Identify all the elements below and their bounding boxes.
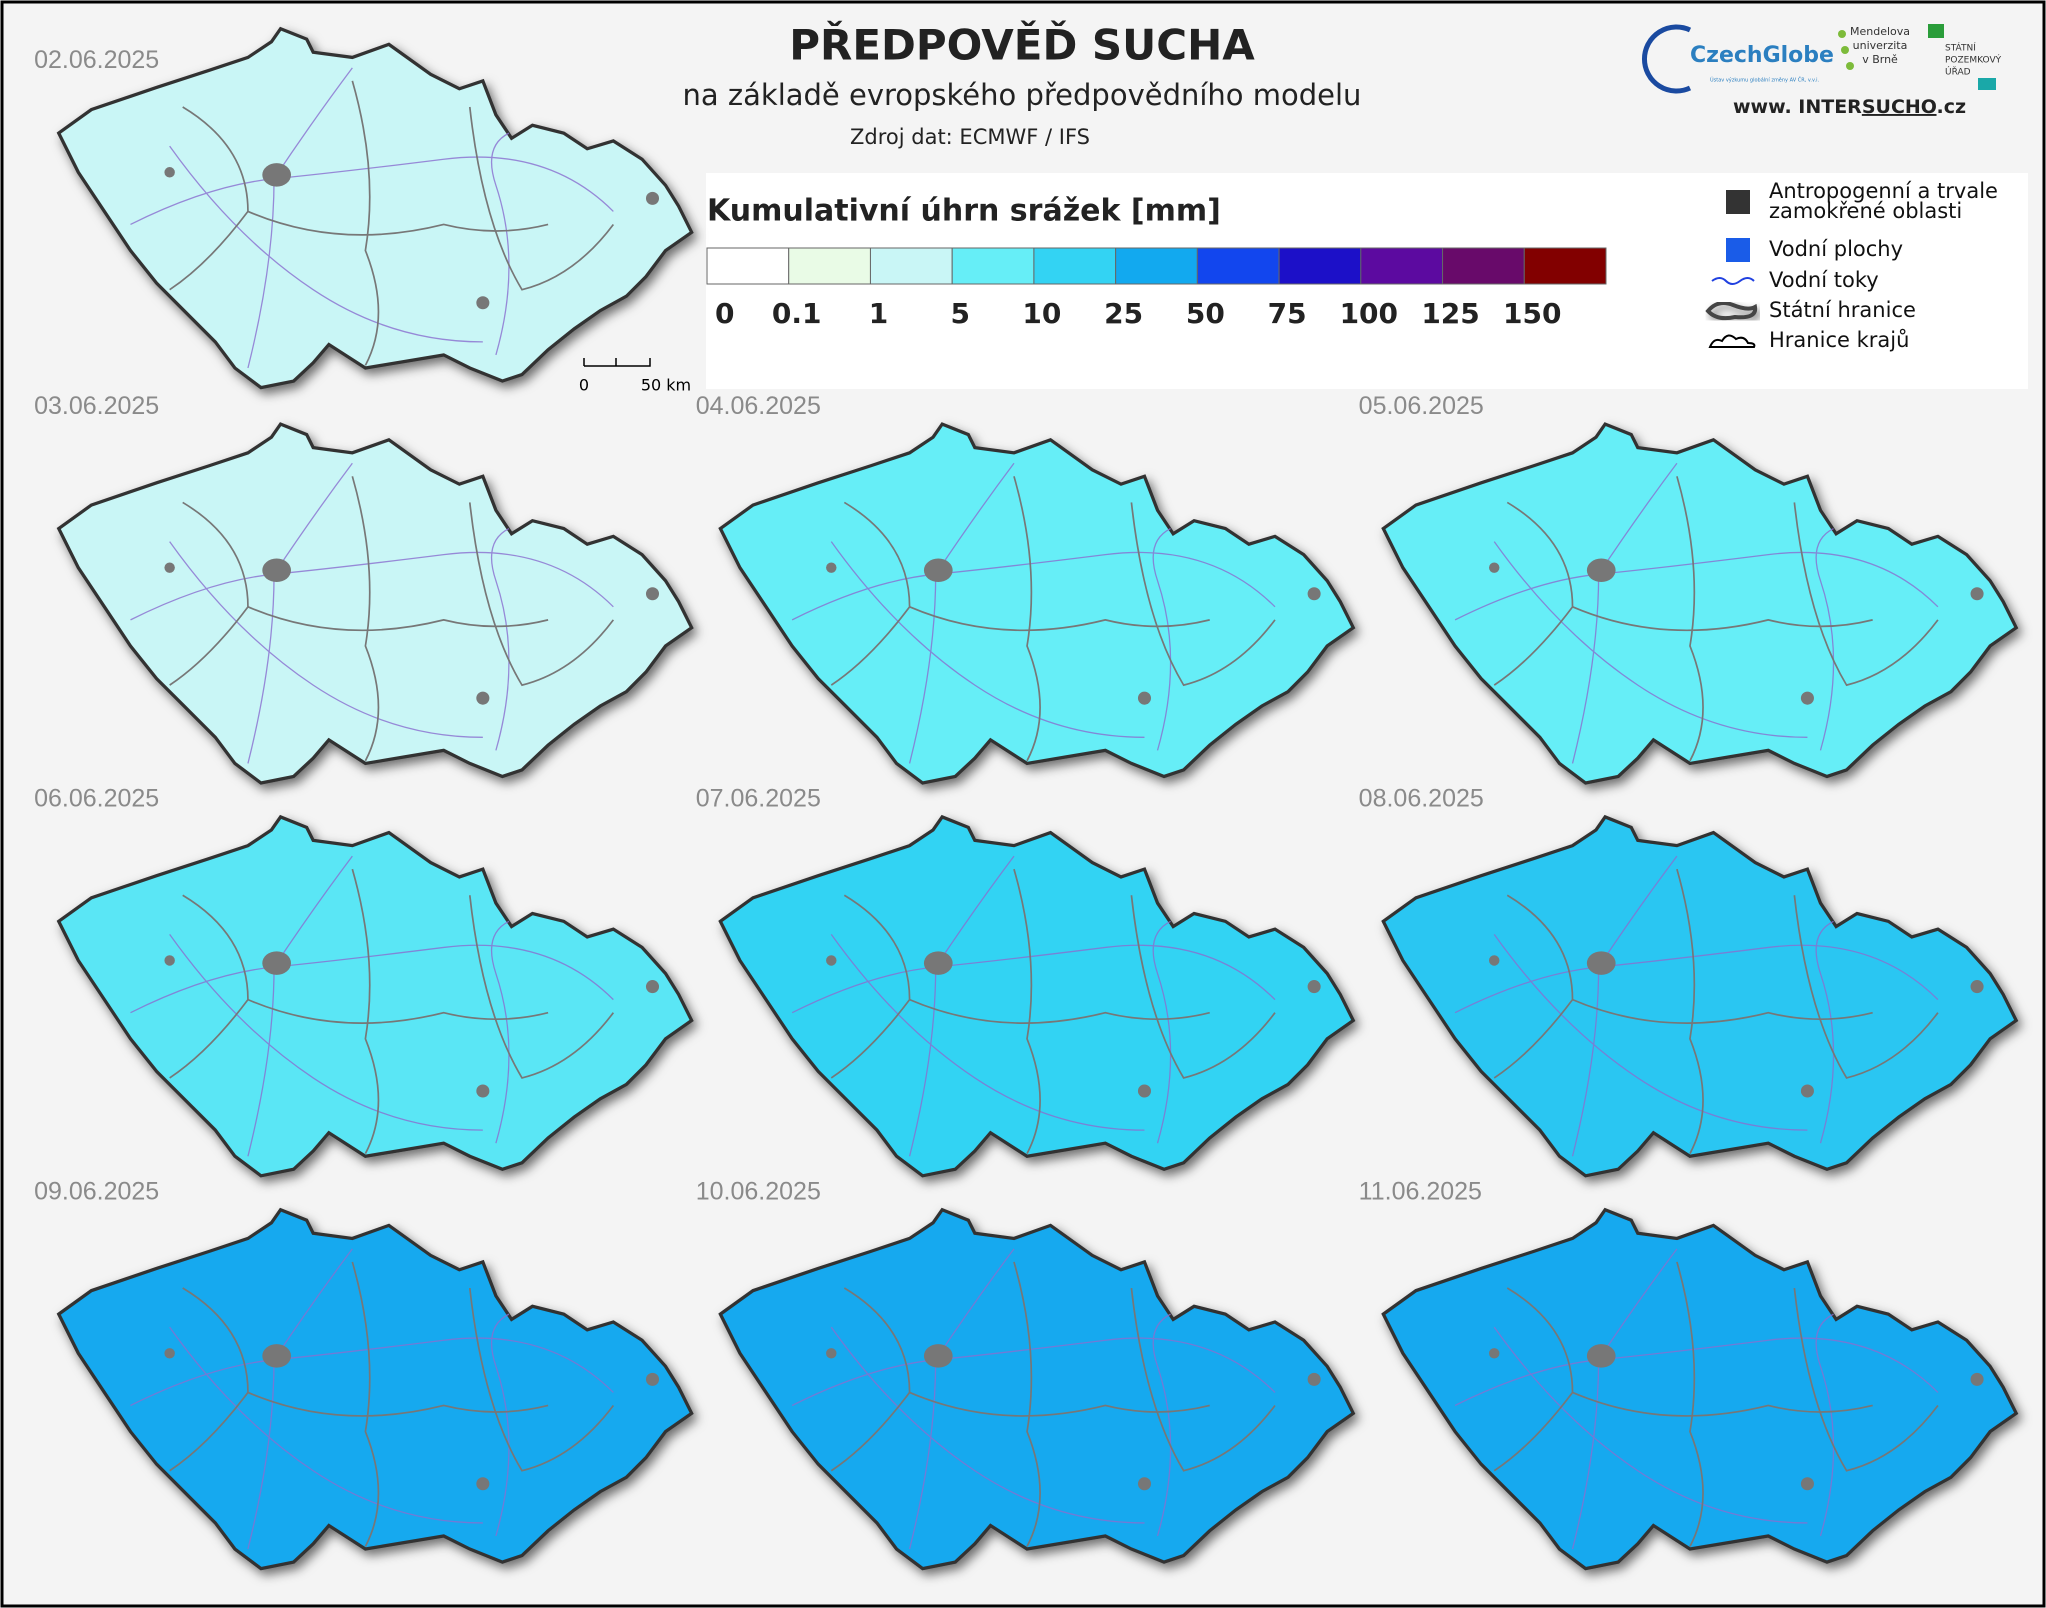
subtitle: na základě evropského předpovědního mode… — [683, 78, 1362, 112]
scale-swatch — [1196, 247, 1280, 285]
logo-dot — [1846, 62, 1854, 70]
logo-spu: ÚŘAD — [1945, 66, 1971, 78]
legend-label: zamokřené oblasti — [1769, 199, 1962, 223]
title: PŘEDPOVĚĎ SUCHA — [789, 20, 1255, 70]
map-panel: 09.06.2025 — [34, 1177, 692, 1568]
legend-symbol — [1705, 301, 1758, 321]
logo-czechglobe-sub: Ústav výzkumu globální změny AV ČR, v.v.… — [1710, 77, 1820, 84]
scale-bar: 0 50 km — [579, 358, 691, 395]
logo-mendelu: v Brně — [1862, 53, 1898, 66]
scale-swatch — [706, 247, 790, 285]
map-date: 02.06.2025 — [34, 46, 159, 74]
logo-spu-mark — [1928, 24, 1944, 38]
map-date: 04.06.2025 — [696, 392, 821, 420]
legend-label: Antropogenní a trvale — [1769, 179, 1998, 203]
legend-symbol — [1711, 277, 1755, 285]
map-date: 05.06.2025 — [1359, 392, 1484, 420]
scale-swatch — [1360, 247, 1444, 285]
scale-tick-label: 50 — [1186, 297, 1225, 330]
logo-dot — [1838, 30, 1846, 38]
logo-spu: POZEMKOVÝ — [1945, 54, 2002, 66]
map-date: 03.06.2025 — [34, 392, 159, 420]
scale-km: 50 km — [641, 376, 691, 395]
scale-tick-label: 0.1 — [772, 297, 822, 330]
legend-label: Státní hranice — [1769, 298, 1916, 322]
map-panel: 03.06.2025 — [34, 392, 692, 783]
legend-title: Kumulativní úhrn srážek [mm] — [707, 194, 1221, 229]
logo-mendelu: univerzita — [1853, 39, 1908, 52]
scale-swatch — [869, 247, 953, 285]
map-date: 08.06.2025 — [1359, 785, 1484, 813]
source: Zdroj dat: ECMWF / IFS — [850, 125, 1090, 149]
map-date: 07.06.2025 — [696, 785, 821, 813]
legend-symbol — [1708, 334, 1756, 348]
logo-arc — [1641, 24, 1692, 94]
scale-tick-label: 100 — [1340, 297, 1398, 330]
scale-swatch — [1033, 247, 1117, 285]
map-panel: 07.06.2025 — [696, 785, 1354, 1176]
intersucho-part: www. INTER — [1733, 96, 1862, 118]
map-panel: 04.06.2025 — [696, 392, 1354, 783]
scale-tick-label: 150 — [1503, 297, 1561, 330]
map-date: 10.06.2025 — [696, 1177, 821, 1205]
scale-swatch — [951, 247, 1035, 285]
logo-spu-mark — [1978, 78, 1996, 90]
logo-czechglobe: CzechGlobe — [1690, 43, 1834, 68]
map-panel: 10.06.2025 — [696, 1177, 1354, 1568]
map-panel: 02.06.2025 — [34, 29, 692, 388]
scale-swatch — [1278, 247, 1362, 285]
scale-bar-line — [583, 358, 651, 367]
legend-label: Vodní toky — [1769, 268, 1879, 292]
intersucho-part: .cz — [1937, 96, 1967, 118]
map-panel: 06.06.2025 — [34, 785, 692, 1176]
map-panel: 11.06.2025 — [1359, 1177, 2017, 1568]
logos: CzechGlobe Ústav výzkumu globální změny … — [1641, 24, 2002, 118]
map-date: 06.06.2025 — [34, 785, 159, 813]
logo-spu: STÁTNÍ — [1945, 42, 1976, 54]
map-date: 09.06.2025 — [34, 1177, 159, 1205]
map-date: 11.06.2025 — [1359, 1177, 1482, 1205]
scale-tick-label: 25 — [1104, 297, 1143, 330]
map-panel: 08.06.2025 — [1359, 785, 2017, 1176]
intersucho-part: SUCHO — [1862, 96, 1937, 118]
scale-swatch — [1442, 247, 1525, 285]
scale-tick-label: 1 — [869, 297, 888, 330]
scale-tick-label: 125 — [1421, 297, 1479, 330]
scale-tick-label: 75 — [1268, 297, 1307, 330]
scale-swatch — [788, 247, 871, 285]
scale-zero: 0 — [579, 376, 589, 395]
legend-label: Hranice krajů — [1769, 328, 1909, 352]
scale-tick-label: 10 — [1022, 297, 1061, 330]
scale-swatch — [1523, 247, 1607, 285]
logo-dot — [1841, 46, 1849, 54]
legend-symbol — [1726, 238, 1750, 262]
scale-tick-label: 5 — [950, 297, 969, 330]
map-panel: 05.06.2025 — [1359, 392, 2017, 783]
scale-swatch — [1115, 247, 1198, 285]
logo-intersucho: www. INTERSUCHO.cz — [1733, 96, 1966, 118]
scale-tick-label: 0 — [715, 297, 734, 330]
logo-mendelu: Mendelova — [1850, 25, 1910, 38]
legend-label: Vodní plochy — [1769, 237, 1903, 261]
legend-symbol — [1726, 190, 1750, 214]
